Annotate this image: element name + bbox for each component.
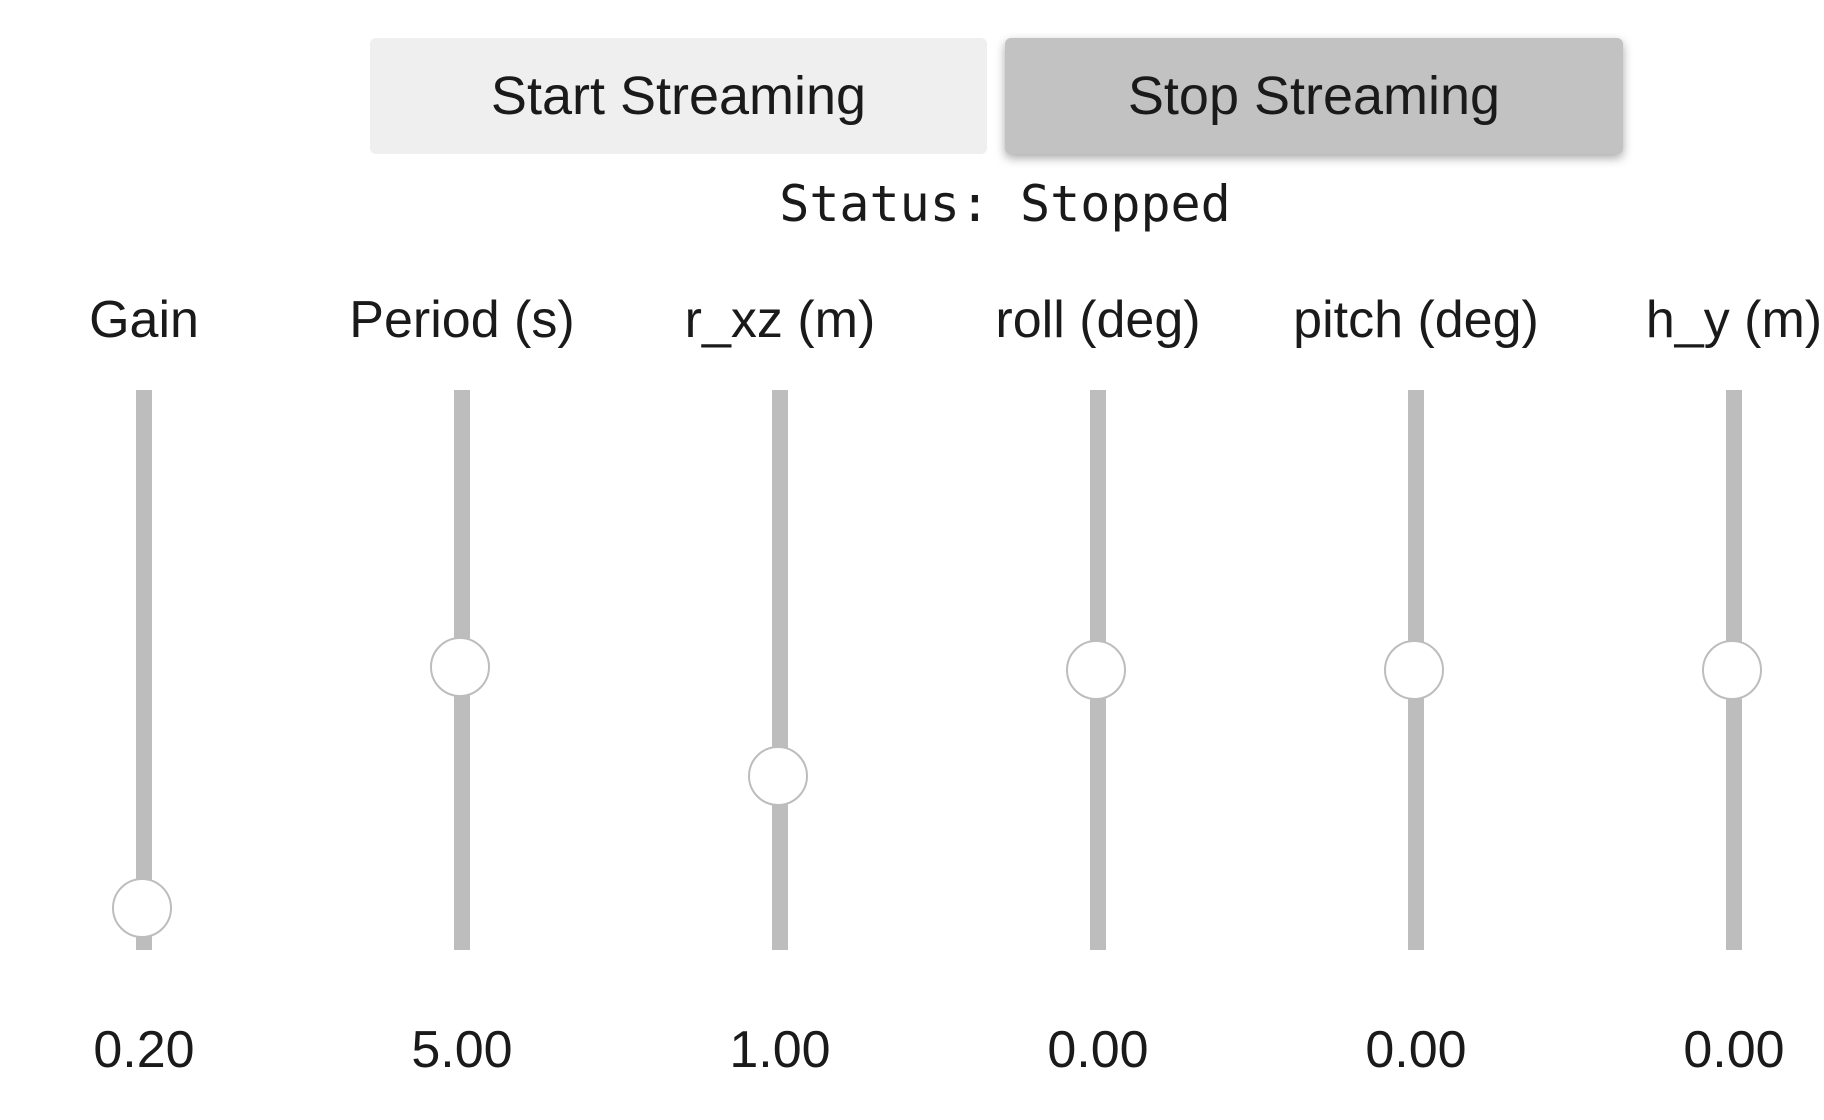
slider-roll: roll (deg) 0.00 — [948, 0, 1248, 1120]
slider-label-roll: roll (deg) — [995, 291, 1201, 349]
slider-label-h-y: h_y (m) — [1645, 291, 1823, 349]
slider-period: Period (s) 5.00 — [312, 0, 612, 1120]
status-text: Status: Stopped — [779, 175, 1231, 233]
slider-value-gain: 0.20 — [93, 1021, 195, 1079]
slider-thumb-pitch[interactable] — [1384, 640, 1444, 700]
slider-pitch: pitch (deg) 0.00 — [1266, 0, 1566, 1120]
slider-value-r-xz: 1.00 — [729, 1021, 831, 1079]
slider-thumb-r-xz[interactable] — [748, 746, 808, 807]
slider-thumb-gain[interactable] — [112, 878, 172, 938]
slider-track-gain[interactable] — [136, 390, 152, 950]
slider-thumb-period[interactable] — [430, 637, 490, 698]
slider-label-pitch: pitch (deg) — [1293, 291, 1539, 349]
slider-value-h-y: 0.00 — [1683, 1021, 1785, 1079]
slider-h-y: h_y (m) 0.00 — [1584, 0, 1824, 1120]
slider-label-period: Period (s) — [349, 291, 575, 349]
stop-streaming-button[interactable]: Stop Streaming — [1005, 38, 1623, 154]
slider-value-period: 5.00 — [411, 1021, 513, 1079]
slider-gain: Gain 0.20 — [0, 0, 294, 1120]
slider-r-xz: r_xz (m) 1.00 — [630, 0, 930, 1120]
start-streaming-button[interactable]: Start Streaming — [370, 38, 987, 154]
slider-track-r-xz[interactable] — [772, 390, 788, 950]
slider-value-pitch: 0.00 — [1365, 1021, 1467, 1079]
slider-label-r-xz: r_xz (m) — [684, 291, 876, 349]
slider-label-gain: Gain — [89, 291, 199, 349]
slider-thumb-roll[interactable] — [1066, 640, 1126, 700]
slider-thumb-h-y[interactable] — [1702, 640, 1762, 700]
slider-value-roll: 0.00 — [1047, 1021, 1149, 1079]
